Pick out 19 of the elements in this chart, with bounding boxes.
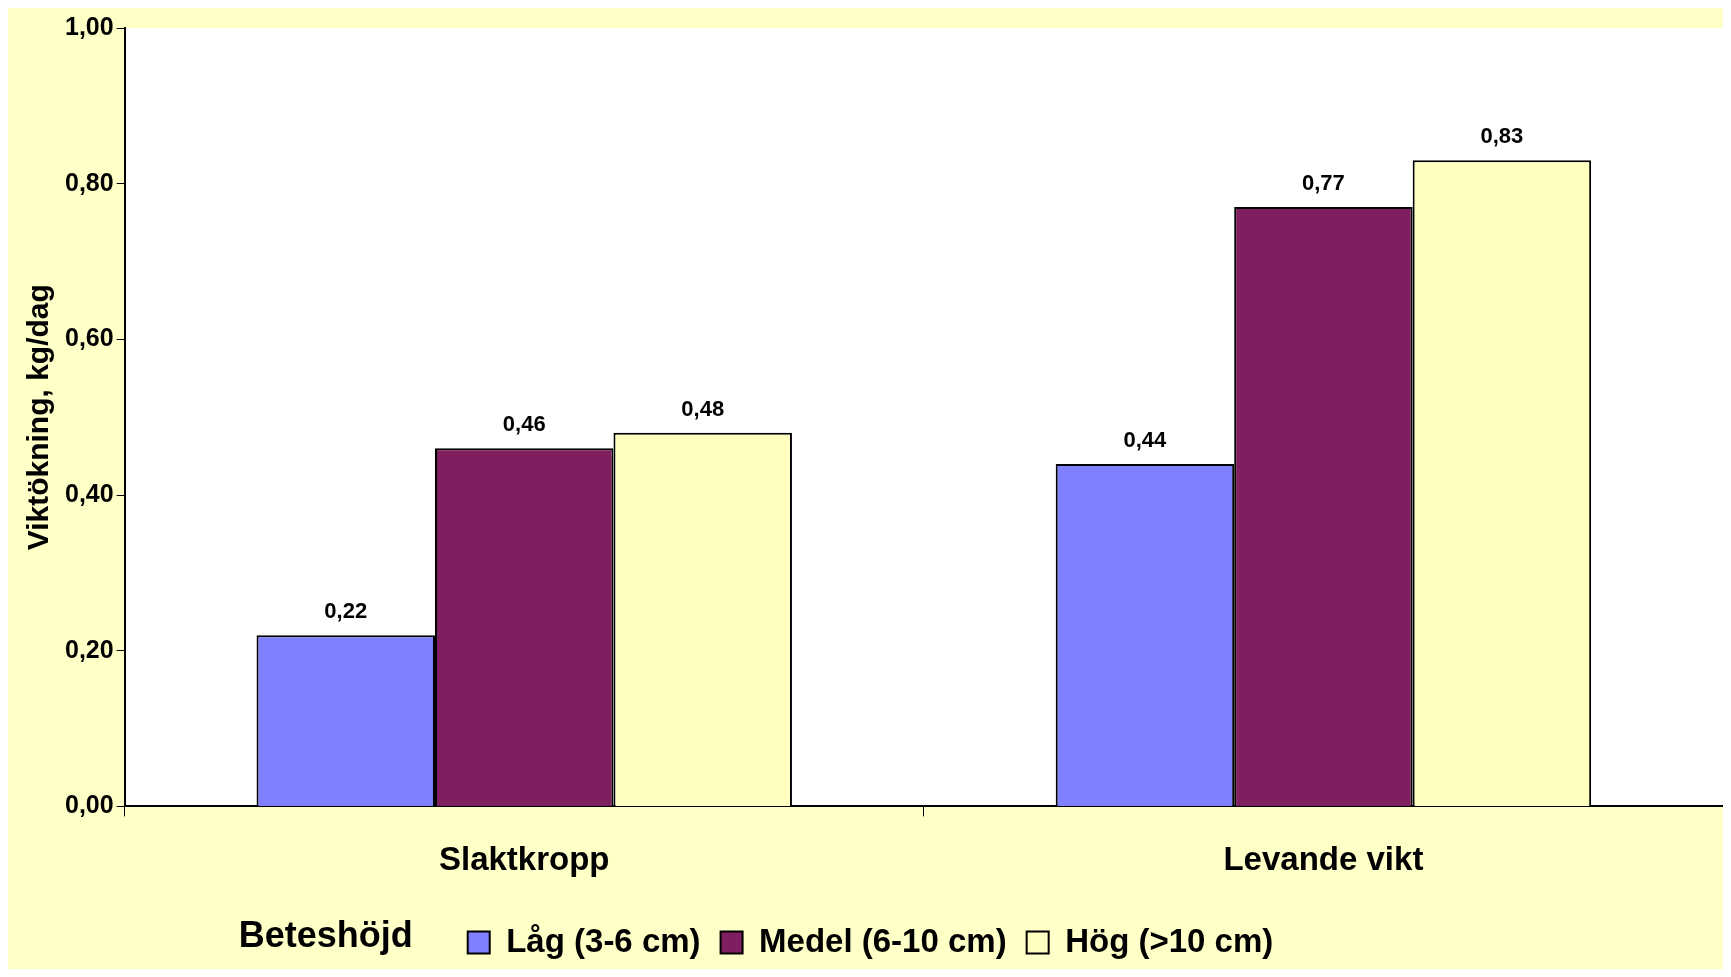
y-tick-label: 0,40 [64,478,114,507]
legend-label: Låg (3-6 cm) [506,921,701,959]
x-tick-label: Slaktkropp [438,840,610,878]
data-label: 0,22 [324,598,368,624]
y-axis-title: Viktökning, kg/dag [21,284,55,551]
y-tick-label: 0,80 [64,167,114,196]
legend-label: Hög (>10 cm) [1065,921,1274,959]
data-label: 0,48 [681,395,725,421]
y-tick-label: 0,00 [64,790,114,819]
data-label: 0,83 [1480,123,1524,149]
data-label: 0,44 [1123,426,1168,452]
x-tick-label: Levande vikt [1223,840,1424,878]
legend-title: Beteshöjd [238,914,413,956]
y-tick-label: 1,00 [64,11,114,40]
y-tick-label: 0,20 [64,634,114,663]
legend-label: Medel (6-10 cm) [759,921,1007,959]
data-label: 0,46 [502,411,546,437]
y-tick-label: 0,60 [64,323,114,352]
data-label: 0,77 [1302,170,1345,196]
